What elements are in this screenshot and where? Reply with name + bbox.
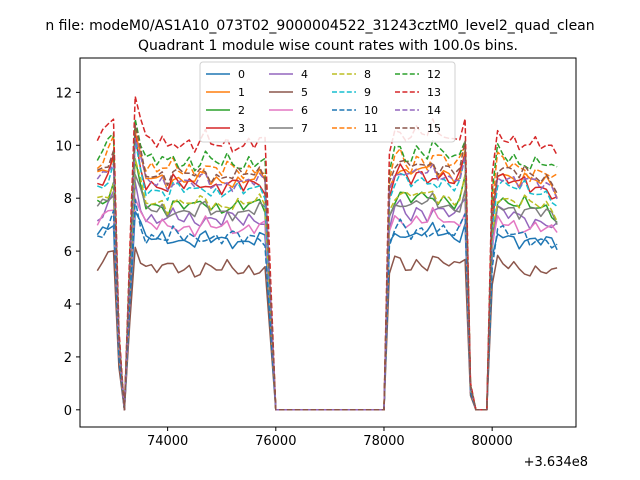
figure-suptitle: n file: modeM0/AS1A10_073T02_9000004522_… — [45, 18, 594, 34]
legend-label-13: 13 — [427, 86, 441, 99]
y-tick-label: 0 — [64, 404, 72, 419]
legend-label-15: 15 — [427, 122, 441, 135]
y-tick-label: 4 — [64, 298, 72, 313]
legend-label-12: 12 — [427, 68, 441, 81]
legend-label-10: 10 — [364, 104, 378, 117]
series-line-14 — [96, 137, 558, 411]
x-offset-label: +3.634e8 — [524, 455, 588, 470]
legend-box — [199, 61, 456, 143]
x-tick-label: 74000 — [147, 434, 188, 449]
legend-label-4: 4 — [301, 68, 308, 81]
x-tick-label: 76000 — [255, 434, 296, 449]
x-tick-label: 78000 — [363, 434, 404, 449]
series-line-15 — [96, 123, 558, 411]
plot-frame — [79, 57, 577, 428]
legend-label-0: 0 — [238, 68, 245, 81]
y-tick-label: 12 — [55, 86, 72, 101]
legend-label-2: 2 — [238, 104, 245, 117]
legend-label-5: 5 — [301, 86, 308, 99]
legend-label-6: 6 — [301, 104, 308, 117]
y-tick-label: 6 — [64, 245, 72, 260]
chart-title: Quadrant 1 module wise count rates with … — [138, 38, 518, 54]
y-tick-label: 2 — [64, 351, 72, 366]
y-tick-label: 8 — [64, 192, 72, 207]
legend-label-3: 3 — [238, 122, 245, 135]
legend-label-14: 14 — [427, 104, 441, 117]
legend-label-8: 8 — [364, 68, 371, 81]
series-layer — [96, 95, 558, 411]
legend-label-9: 9 — [364, 86, 371, 99]
legend-label-1: 1 — [238, 86, 245, 99]
legend-label-7: 7 — [301, 122, 308, 135]
x-tick-label: 80000 — [471, 434, 512, 449]
x-axis: 74000 76000 78000 80000 — [147, 427, 513, 449]
y-axis: 0 2 4 6 8 10 12 — [55, 86, 80, 419]
y-tick-label: 10 — [55, 139, 72, 154]
legend-label-11: 11 — [364, 122, 378, 135]
